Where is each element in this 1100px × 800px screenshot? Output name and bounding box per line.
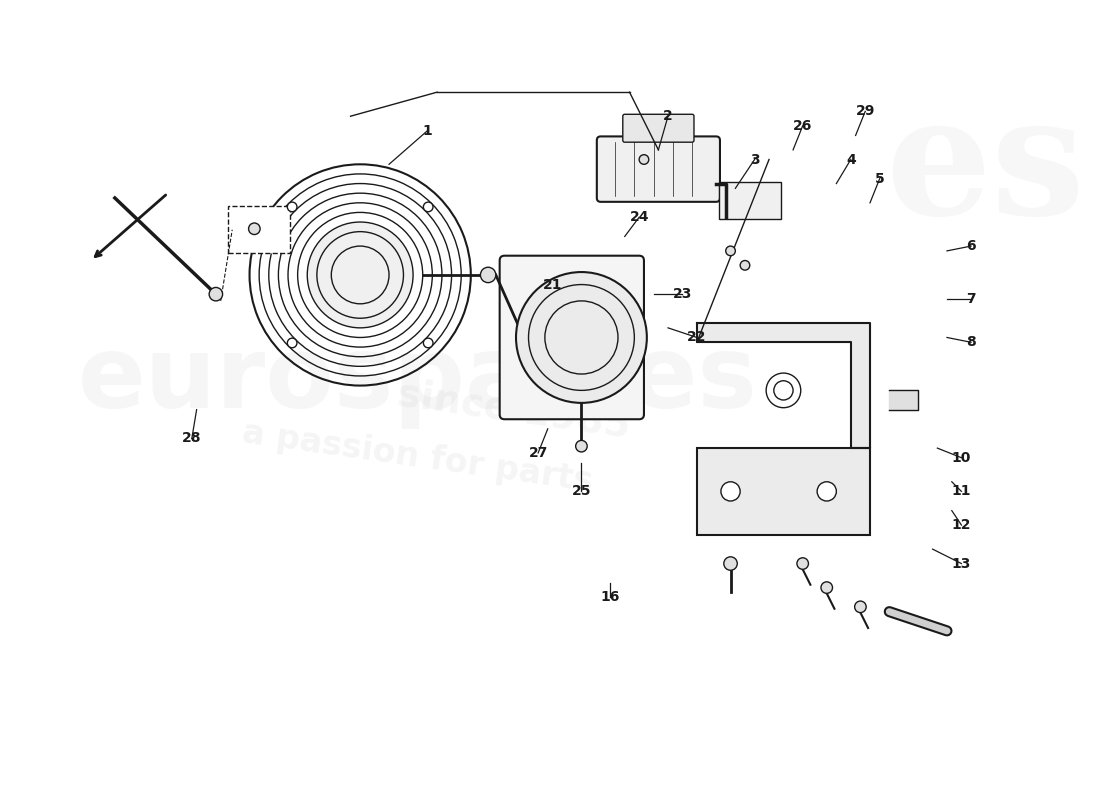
Circle shape [287, 202, 297, 212]
Text: 22: 22 [688, 330, 706, 345]
FancyBboxPatch shape [499, 256, 644, 419]
Text: 16: 16 [601, 590, 620, 604]
Circle shape [575, 441, 587, 452]
Text: 3: 3 [750, 153, 759, 166]
Text: 23: 23 [673, 287, 692, 301]
Circle shape [855, 601, 866, 613]
Circle shape [766, 373, 801, 408]
Circle shape [481, 267, 496, 282]
Text: 25: 25 [572, 484, 591, 498]
Circle shape [724, 557, 737, 570]
Circle shape [516, 272, 647, 403]
Text: 11: 11 [952, 484, 971, 498]
Text: 6: 6 [966, 239, 976, 253]
Circle shape [796, 558, 808, 570]
Text: 5: 5 [874, 172, 884, 186]
Circle shape [639, 154, 649, 164]
Circle shape [307, 222, 414, 328]
Circle shape [817, 482, 836, 501]
Circle shape [287, 338, 297, 348]
Polygon shape [889, 390, 918, 410]
Text: eurospartes: eurospartes [78, 332, 758, 430]
Text: 27: 27 [528, 446, 548, 460]
Text: 13: 13 [952, 557, 971, 570]
Text: 21: 21 [542, 278, 562, 291]
FancyBboxPatch shape [623, 114, 694, 142]
Text: 28: 28 [183, 431, 201, 446]
Text: 2: 2 [663, 110, 673, 123]
Circle shape [424, 202, 433, 212]
Text: 1: 1 [422, 124, 432, 138]
Text: 10: 10 [952, 450, 971, 465]
Circle shape [209, 287, 222, 301]
Text: 4: 4 [846, 153, 856, 166]
Text: since 1985: since 1985 [395, 374, 634, 445]
FancyBboxPatch shape [697, 448, 870, 534]
Text: 12: 12 [952, 518, 971, 532]
Circle shape [424, 338, 433, 348]
FancyBboxPatch shape [597, 137, 720, 202]
Text: 8: 8 [966, 335, 976, 350]
Circle shape [740, 261, 750, 270]
FancyBboxPatch shape [719, 182, 781, 219]
Circle shape [726, 246, 735, 256]
Text: 26: 26 [793, 119, 813, 133]
Circle shape [720, 482, 740, 501]
Circle shape [821, 582, 833, 594]
Text: a passion for parts: a passion for parts [241, 417, 595, 498]
Text: es: es [886, 88, 1086, 250]
Polygon shape [697, 323, 870, 448]
Circle shape [249, 223, 260, 234]
FancyBboxPatch shape [229, 206, 290, 253]
Text: 24: 24 [629, 210, 649, 224]
Text: 29: 29 [856, 105, 875, 118]
Text: 7: 7 [966, 292, 976, 306]
